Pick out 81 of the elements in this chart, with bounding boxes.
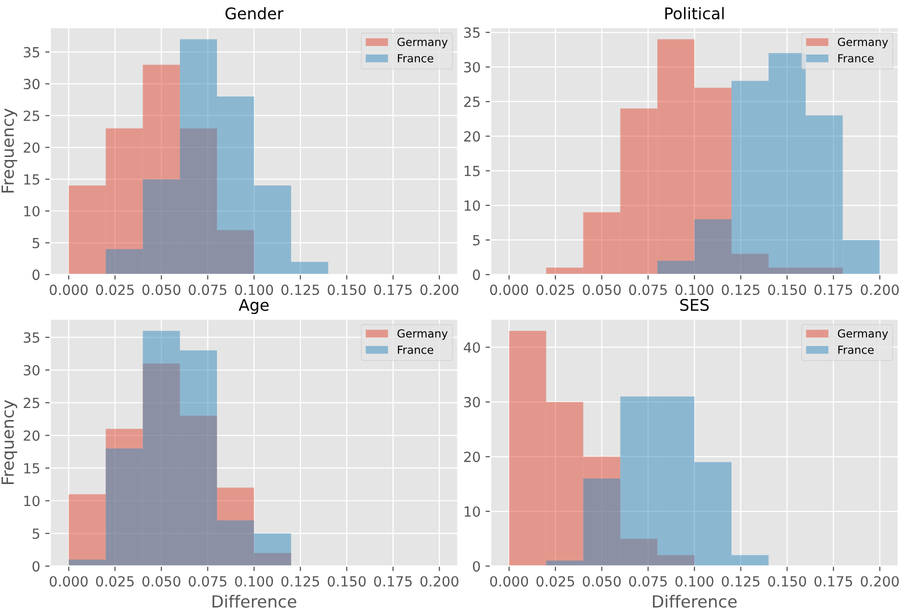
x-tick-label: 0.200 bbox=[860, 576, 899, 587]
x-tick-label: 0.100 bbox=[235, 284, 274, 296]
x-tick-label: 0.000 bbox=[490, 284, 528, 296]
x-tick-label: 0.075 bbox=[629, 284, 667, 296]
y-tick-label: 20 bbox=[464, 452, 480, 462]
y-axis-title: Frequency bbox=[2, 400, 18, 484]
y-tick-label: 25 bbox=[24, 398, 40, 408]
x-tick-label: 0.000 bbox=[50, 576, 88, 587]
x-tick-label: 0.175 bbox=[814, 284, 852, 296]
x-tick-label: 0.200 bbox=[420, 576, 458, 587]
x-tick-label: 0.100 bbox=[675, 284, 714, 296]
y-tick-label: 0 bbox=[472, 561, 480, 572]
legend-label: Germany bbox=[397, 329, 448, 340]
x-tick-label: 0.125 bbox=[281, 284, 320, 296]
x-tick-label: 0.000 bbox=[490, 576, 528, 587]
legend-label: Germany bbox=[838, 38, 888, 48]
x-tick-label: 0.200 bbox=[860, 284, 899, 296]
y-tick-label: 15 bbox=[464, 166, 480, 176]
y-tick-label: 40 bbox=[464, 342, 480, 353]
x-tick-label: 0.050 bbox=[142, 576, 180, 587]
x-tick-label: 0.150 bbox=[328, 576, 366, 587]
y-tick-label: 10 bbox=[24, 496, 40, 506]
x-tick-label: 0.175 bbox=[374, 284, 412, 296]
y-tick-label: 30 bbox=[24, 78, 40, 90]
chart-title: SES bbox=[680, 298, 709, 311]
y-tick-label: 25 bbox=[24, 110, 40, 122]
x-tick-label: 0.000 bbox=[50, 284, 88, 296]
x-tick-label: 0.075 bbox=[629, 576, 667, 587]
x-tick-label: 0.125 bbox=[722, 576, 760, 587]
x-tick-label: 0.150 bbox=[328, 284, 366, 296]
chart-title: Gender bbox=[226, 7, 284, 20]
y-tick-label: 10 bbox=[464, 506, 480, 517]
x-tick-label: 0.050 bbox=[582, 576, 621, 587]
y-tick-label: 15 bbox=[24, 174, 40, 185]
y-tick-label: 35 bbox=[464, 27, 480, 38]
x-tick-label: 0.150 bbox=[768, 284, 806, 296]
x-tick-label: 0.025 bbox=[96, 284, 134, 296]
y-tick-label: 0 bbox=[32, 270, 40, 280]
x-tick-label: 0.025 bbox=[536, 284, 574, 296]
x-tick-label: 0.150 bbox=[768, 576, 806, 587]
x-tick-label: 0.075 bbox=[188, 576, 226, 587]
y-tick-label: 30 bbox=[24, 365, 40, 376]
x-tick-label: 0.050 bbox=[142, 284, 180, 296]
y-tick-label: 5 bbox=[32, 528, 40, 539]
x-tick-label: 0.175 bbox=[374, 576, 412, 587]
legend-label: France bbox=[838, 346, 874, 354]
x-tick-label: 0.175 bbox=[814, 576, 852, 587]
chart-title: Political bbox=[665, 7, 724, 20]
y-tick-label: 20 bbox=[464, 131, 480, 142]
y-tick-label: 20 bbox=[24, 430, 40, 441]
chart-title: Age bbox=[238, 299, 269, 314]
y-tick-label: 25 bbox=[464, 96, 480, 108]
x-tick-label: 0.125 bbox=[281, 576, 320, 587]
x-tick-label: 0.050 bbox=[582, 284, 621, 296]
y-tick-label: 35 bbox=[24, 46, 40, 58]
x-axis-title: Difference bbox=[212, 594, 296, 608]
legend-label: France bbox=[398, 54, 434, 62]
y-tick-label: 20 bbox=[24, 142, 40, 153]
y-tick-label: 5 bbox=[473, 235, 480, 246]
y-tick-label: 15 bbox=[24, 463, 40, 474]
y-tick-label: 0 bbox=[32, 561, 40, 572]
x-tick-label: 0.100 bbox=[235, 576, 274, 587]
x-tick-label: 0.200 bbox=[420, 284, 458, 296]
x-tick-label: 0.100 bbox=[675, 576, 714, 587]
x-tick-label: 0.075 bbox=[188, 284, 226, 296]
x-tick-label: 0.025 bbox=[536, 576, 574, 587]
legend-label: France bbox=[838, 54, 874, 62]
x-tick-label: 0.125 bbox=[722, 284, 760, 296]
y-tick-label: 30 bbox=[464, 62, 480, 72]
y-axis-title: Frequency bbox=[2, 108, 18, 192]
legend-label: Germany bbox=[397, 38, 448, 48]
x-tick-label: 0.025 bbox=[96, 576, 134, 587]
legend-label: France bbox=[398, 346, 434, 354]
legend-label: Germany bbox=[838, 329, 888, 340]
y-tick-label: 10 bbox=[464, 200, 480, 211]
y-tick-label: 30 bbox=[464, 396, 480, 408]
y-tick-label: 0 bbox=[472, 270, 480, 280]
y-tick-label: 5 bbox=[32, 238, 40, 248]
y-tick-label: 35 bbox=[24, 332, 40, 343]
y-tick-label: 10 bbox=[24, 206, 40, 216]
x-axis-title: Difference bbox=[652, 594, 737, 608]
